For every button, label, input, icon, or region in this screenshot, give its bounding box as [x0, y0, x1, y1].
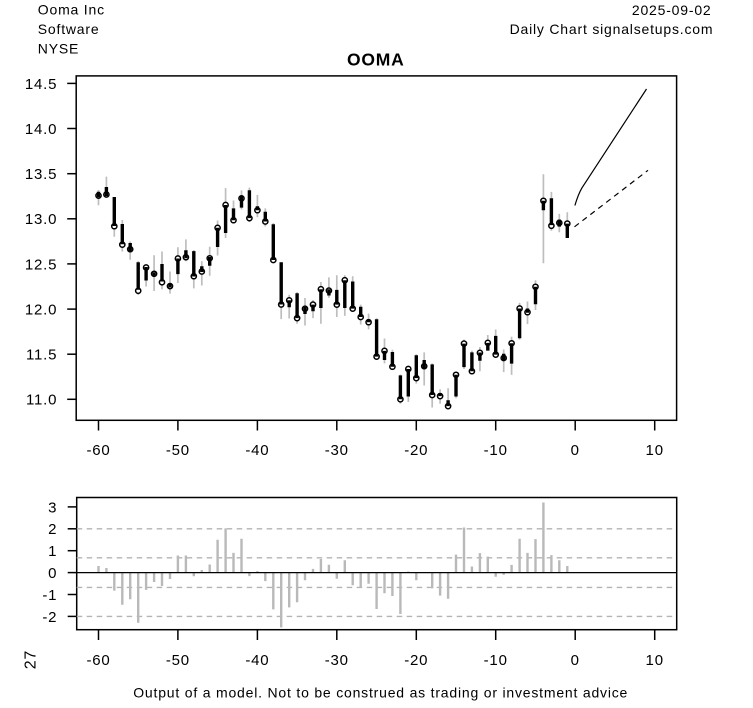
- svg-text:0: 0: [571, 442, 580, 459]
- svg-text:Ooma Inc: Ooma Inc: [38, 2, 105, 18]
- svg-text:-60: -60: [86, 652, 110, 669]
- svg-text:-30: -30: [325, 442, 349, 459]
- svg-text:-20: -20: [404, 652, 428, 669]
- svg-text:-40: -40: [245, 442, 269, 459]
- svg-text:-50: -50: [166, 442, 190, 459]
- svg-text:NYSE: NYSE: [38, 41, 79, 57]
- svg-text:-30: -30: [325, 652, 349, 669]
- svg-text:-10: -10: [484, 652, 508, 669]
- svg-text:-10: -10: [484, 442, 508, 459]
- svg-text:0: 0: [48, 565, 57, 582]
- svg-text:12.0: 12.0: [25, 301, 57, 318]
- svg-text:10: 10: [646, 652, 664, 669]
- svg-text:Daily Chart signalsetups.com: Daily Chart signalsetups.com: [510, 21, 714, 37]
- svg-text:2: 2: [48, 521, 57, 538]
- svg-text:Output of a model. Not to be c: Output of a model. Not to be construed a…: [133, 684, 628, 700]
- svg-text:14.0: 14.0: [25, 121, 57, 138]
- svg-text:-1: -1: [42, 587, 57, 604]
- svg-text:0: 0: [571, 652, 580, 669]
- svg-text:Software: Software: [38, 21, 100, 37]
- svg-text:11.5: 11.5: [26, 347, 57, 364]
- svg-text:11.0: 11.0: [26, 392, 57, 409]
- svg-text:-50: -50: [166, 652, 190, 669]
- svg-text:12.5: 12.5: [25, 256, 57, 273]
- svg-text:14.5: 14.5: [25, 76, 57, 93]
- svg-text:1: 1: [48, 543, 57, 560]
- svg-text:13.0: 13.0: [25, 211, 57, 228]
- svg-text:-40: -40: [245, 652, 269, 669]
- svg-text:-20: -20: [404, 442, 428, 459]
- svg-text:-60: -60: [86, 442, 110, 459]
- svg-text:3: 3: [48, 499, 57, 516]
- svg-text:OOMA: OOMA: [347, 49, 405, 69]
- svg-text:2025-09-02: 2025-09-02: [632, 2, 712, 18]
- svg-text:-2: -2: [42, 609, 57, 626]
- svg-text:13.5: 13.5: [25, 166, 57, 183]
- svg-text:27: 27: [22, 650, 39, 669]
- svg-text:10: 10: [646, 442, 664, 459]
